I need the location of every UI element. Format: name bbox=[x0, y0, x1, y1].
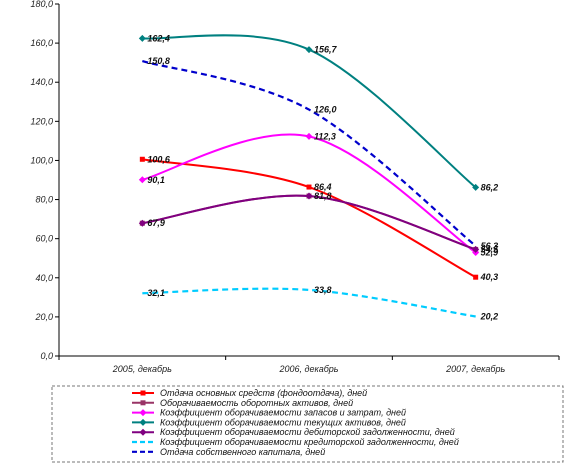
y-tick-label: 140,0 bbox=[30, 77, 53, 87]
series-line-7 bbox=[142, 60, 477, 247]
legend-entry: Коэффициент оборачиваемости дебиторской … bbox=[160, 427, 455, 437]
y-tick-label: 100,0 bbox=[30, 155, 53, 165]
series-5-point bbox=[305, 192, 313, 200]
data-label: 86,2 bbox=[481, 182, 499, 192]
data-label: 86,4 bbox=[314, 182, 332, 192]
legend-marker bbox=[140, 400, 146, 406]
data-label: 112,3 bbox=[314, 131, 336, 141]
y-tick-label: 0,0 bbox=[40, 351, 53, 361]
series-3-point bbox=[305, 132, 313, 140]
data-label: 100,6 bbox=[147, 154, 171, 164]
data-label: 90,1 bbox=[147, 175, 165, 185]
legend-entry: Отдача собственного капитала, дней bbox=[160, 447, 325, 457]
y-tick-label: 120,0 bbox=[30, 116, 53, 126]
y-tick-label: 20,0 bbox=[34, 312, 53, 322]
x-tick-label: 2006, декабрь bbox=[278, 364, 338, 374]
x-tick-label: 2005, декабрь bbox=[112, 364, 172, 374]
legend-marker bbox=[139, 428, 147, 436]
data-label: 81,8 bbox=[314, 191, 332, 201]
series-1-point bbox=[473, 274, 479, 280]
x-tick-label: 2007, декабрь bbox=[445, 364, 505, 374]
series-3-point bbox=[138, 176, 146, 184]
series-5-point bbox=[138, 219, 146, 227]
legend-entry: Коэффициент оборачиваемости кредиторской… bbox=[160, 437, 459, 447]
data-label: 126,0 bbox=[314, 105, 337, 115]
series-line-6 bbox=[142, 287, 476, 318]
data-label: 52,9 bbox=[481, 248, 499, 258]
data-label: 54,5 bbox=[481, 244, 500, 254]
plot-area bbox=[59, 4, 559, 356]
data-label: 20,2 bbox=[480, 311, 499, 321]
series-4-point bbox=[472, 183, 480, 191]
series-1-point bbox=[306, 184, 312, 190]
data-label: 40,3 bbox=[480, 272, 499, 282]
data-label: 56,3 bbox=[481, 241, 499, 251]
legend-entry: Оборачиваемость оборотных активов, дней bbox=[160, 398, 353, 408]
data-label: 32,1 bbox=[147, 288, 165, 298]
data-label: 67,9 bbox=[147, 218, 165, 228]
data-label: 162,4 bbox=[147, 33, 170, 43]
y-tick-label: 60,0 bbox=[35, 234, 53, 244]
data-label: 156,7 bbox=[314, 45, 338, 55]
y-tick-label: 160,0 bbox=[30, 38, 53, 48]
legend-box bbox=[51, 385, 564, 463]
y-tick-label: 180,0 bbox=[30, 0, 53, 9]
y-tick-label: 80,0 bbox=[35, 195, 53, 205]
series-1-point bbox=[139, 156, 145, 162]
legend-marker bbox=[139, 418, 147, 426]
legend-entry: Отдача основных средств (фондоотдача), д… bbox=[160, 388, 367, 398]
series-5-point bbox=[472, 245, 480, 253]
series-4-point bbox=[138, 34, 146, 42]
legend-marker bbox=[140, 390, 146, 396]
legend-entry: Коэффициент оборачиваемости запасов и за… bbox=[160, 408, 406, 418]
data-label: 33,8 bbox=[314, 285, 332, 295]
legend-entry: Коэффициент оборачиваемости текущих акти… bbox=[160, 417, 406, 427]
data-label: 150,8 bbox=[147, 56, 170, 66]
y-tick-label: 40,0 bbox=[35, 273, 53, 283]
legend-marker bbox=[139, 409, 147, 417]
series-4-point bbox=[305, 46, 313, 54]
